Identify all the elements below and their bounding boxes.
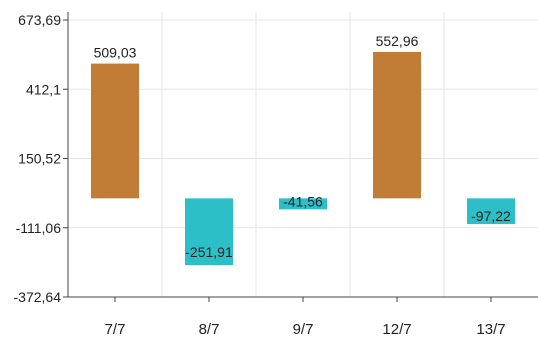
y-tick-label: 673,69 — [18, 12, 61, 28]
data-label: -251,91 — [185, 244, 233, 260]
label-layer: 509,03 -251,91 -41,56 552,96 -97,22 — [94, 33, 511, 260]
y-tick-label: -111,06 — [16, 220, 62, 236]
x-tick-label: 7/7 — [105, 321, 126, 338]
data-label: -97,22 — [471, 208, 511, 224]
data-label: 509,03 — [94, 45, 137, 61]
bar-negative — [185, 198, 233, 266]
axis-layer: 673,69 412,1 150,52 -111,06 -372,64 7/7 8/7 9/7… — [14, 12, 538, 338]
bar-negative — [279, 198, 327, 210]
x-tick-label: 8/7 — [199, 321, 220, 338]
x-tick-label: 13/7 — [476, 321, 505, 338]
data-label: 552,96 — [376, 33, 419, 49]
x-tick-label: 12/7 — [382, 321, 411, 338]
bar-positive — [91, 63, 139, 199]
bar-positive — [373, 51, 421, 199]
x-tick-label: 9/7 — [293, 321, 314, 338]
bar-layer — [91, 51, 515, 266]
y-tick-label: -372,64 — [14, 289, 62, 305]
data-label: -41,56 — [283, 193, 323, 209]
grid-layer — [68, 12, 538, 297]
bar-negative — [467, 198, 515, 225]
y-tick-label: 412,1 — [26, 81, 61, 97]
y-tick-label: 150,52 — [18, 151, 61, 167]
chart-title — [0, 0, 538, 10]
